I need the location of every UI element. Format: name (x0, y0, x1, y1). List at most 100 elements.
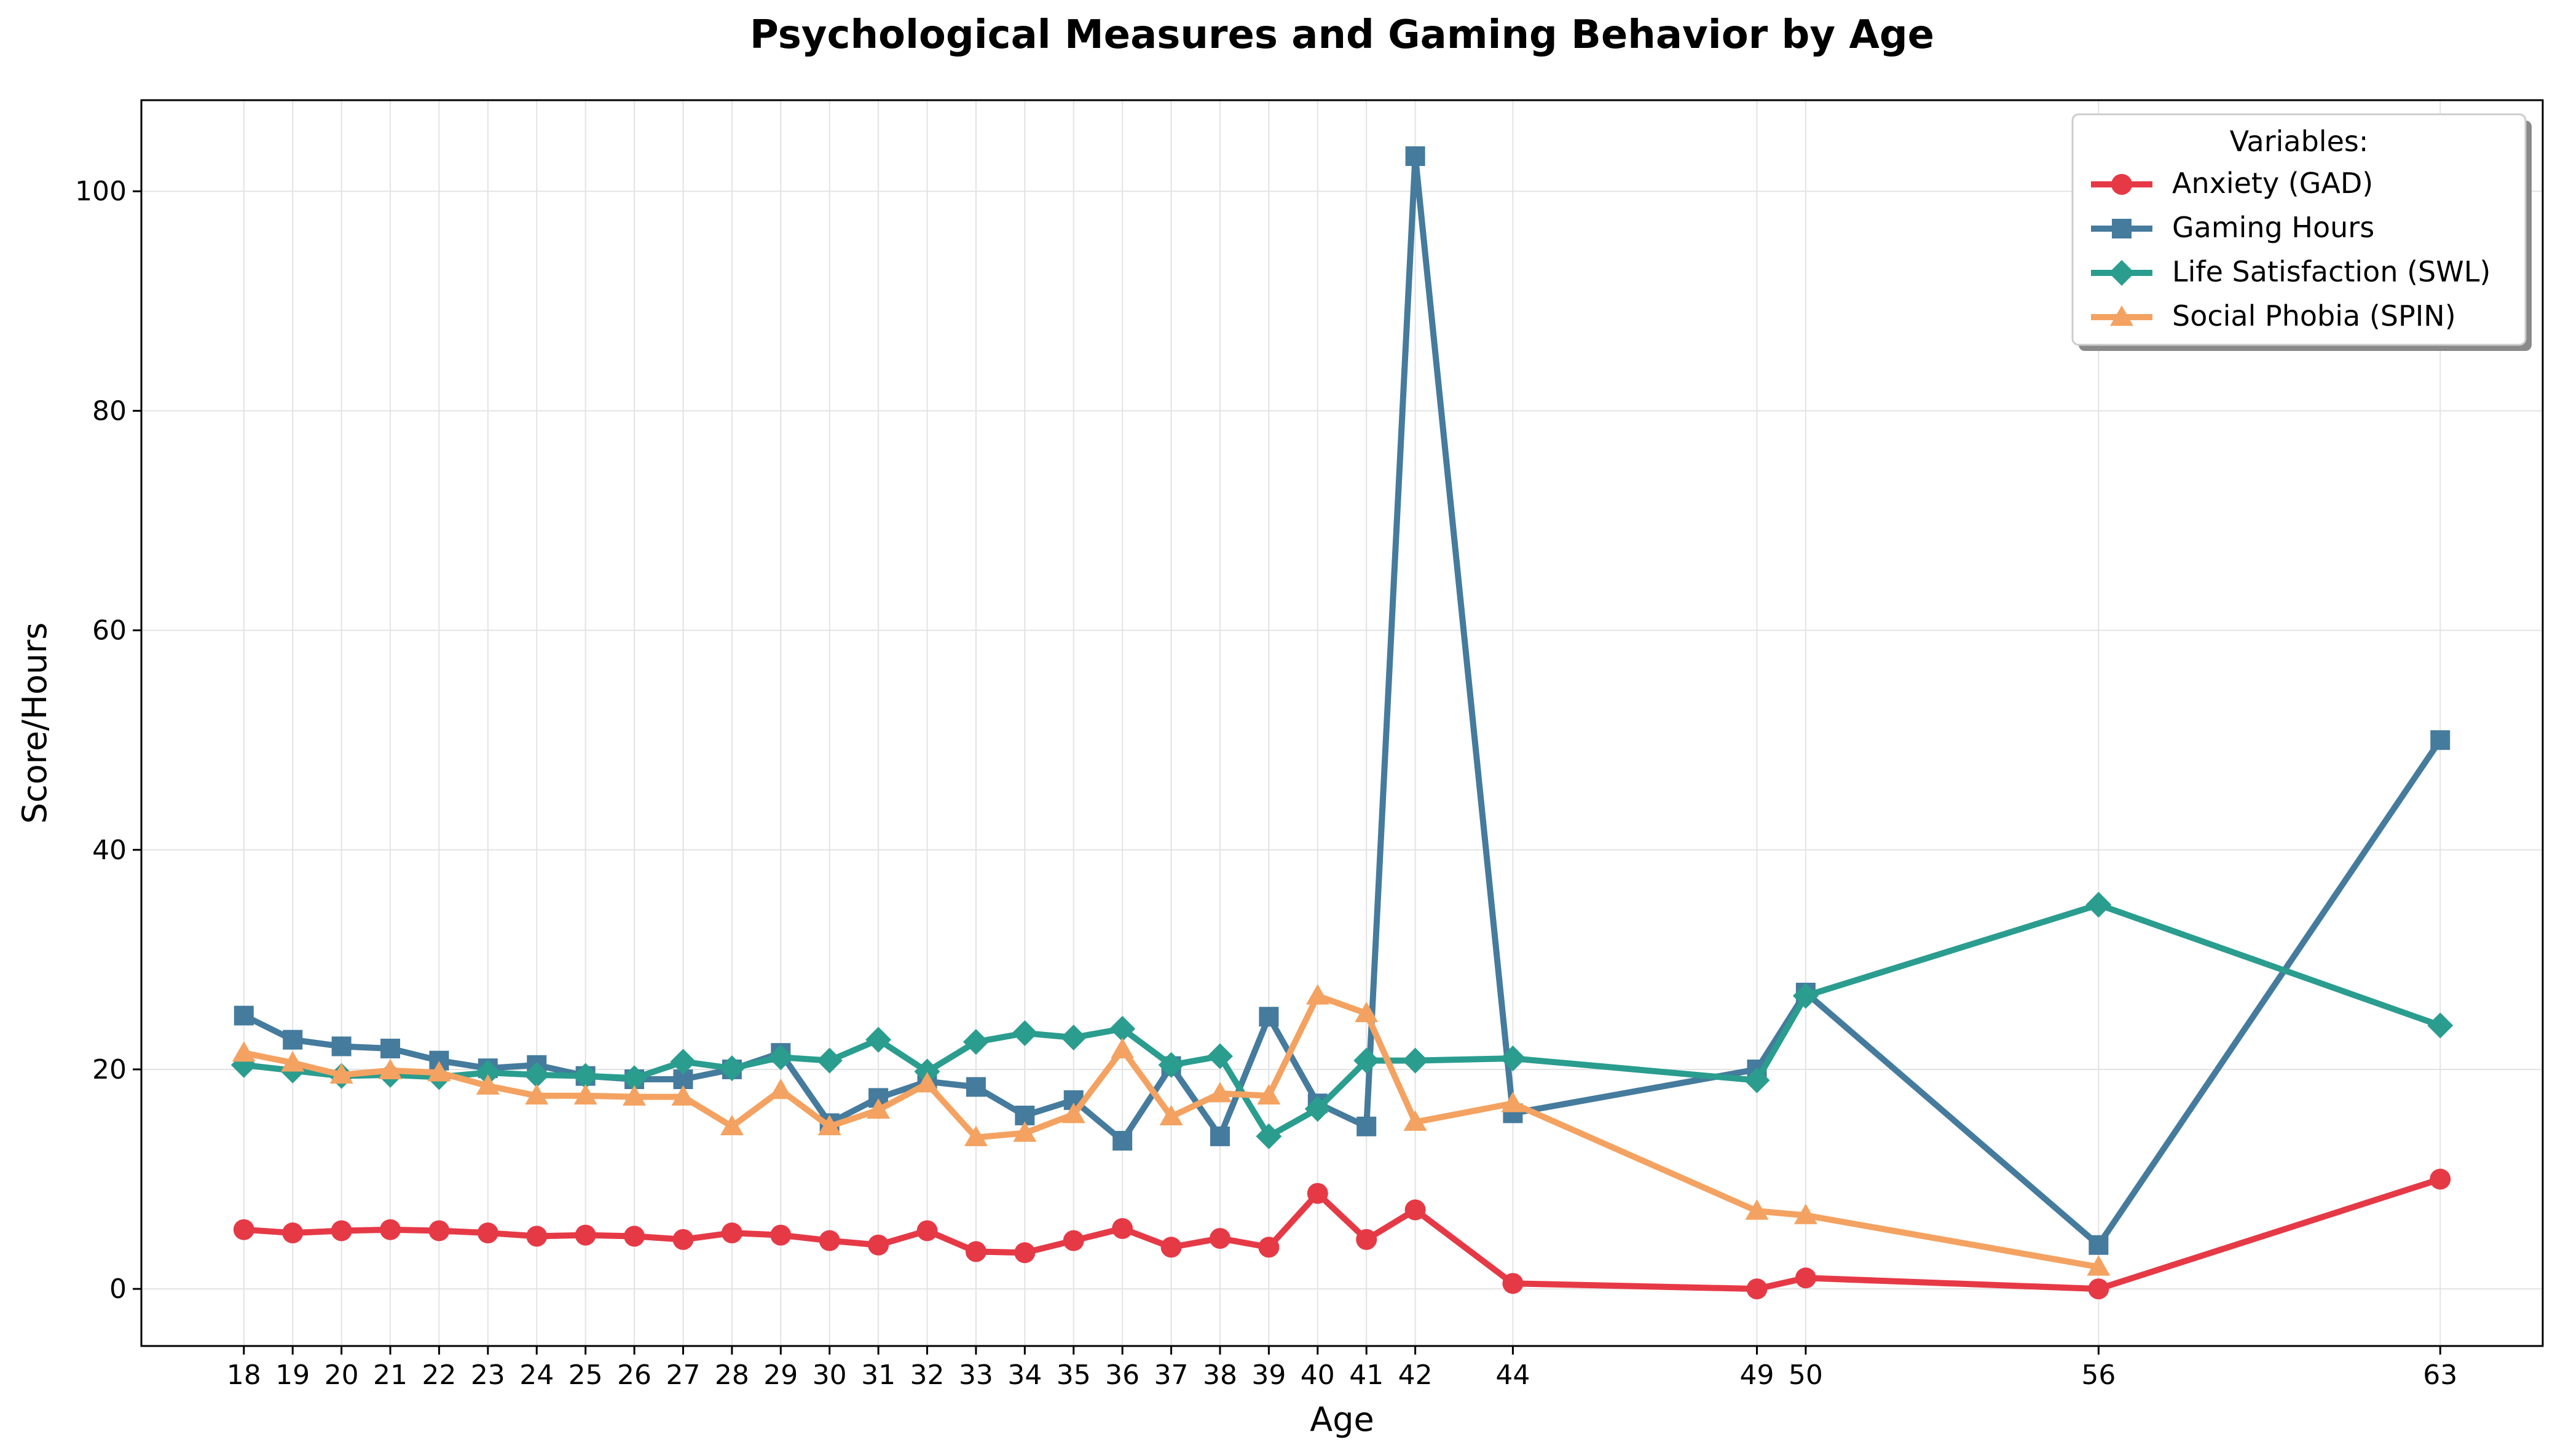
x-tick-label: 29 (763, 1360, 798, 1391)
x-tick-label: 41 (1349, 1360, 1384, 1391)
data-point (476, 1074, 500, 1095)
data-point (769, 1078, 793, 1100)
legend-swatch-marker (2111, 174, 2132, 195)
x-tick-label: 21 (373, 1360, 407, 1391)
data-point (1012, 1020, 1038, 1047)
y-axis-label: Score/Hours (15, 623, 54, 824)
data-point (525, 1084, 549, 1105)
data-point (819, 1230, 840, 1251)
data-point (2430, 1168, 2451, 1190)
data-point (1112, 1218, 1133, 1239)
data-point (1209, 1227, 1230, 1249)
data-point (2085, 892, 2112, 918)
data-point (1355, 1001, 1379, 1023)
data-point (477, 1222, 498, 1244)
x-tick-label: 33 (959, 1360, 993, 1391)
data-point (234, 1005, 254, 1026)
legend-swatch-marker (2110, 305, 2133, 326)
legend-item: Gaming Hours (2091, 211, 2374, 244)
data-point (281, 1051, 305, 1072)
y-tick-label: 60 (92, 615, 127, 647)
data-point (379, 1219, 401, 1240)
data-point (721, 1222, 742, 1244)
data-point (1744, 1067, 1770, 1093)
data-point (2088, 1278, 2109, 1300)
legend-label: Life Satisfaction (SWL) (2172, 255, 2490, 288)
data-point (770, 1224, 792, 1246)
series-0 (233, 1168, 2451, 1300)
series-2 (230, 892, 2454, 1149)
data-point (671, 1085, 695, 1106)
data-point (1256, 1123, 1282, 1149)
data-point (1158, 1052, 1184, 1078)
data-point (2430, 730, 2451, 750)
data-point (817, 1114, 841, 1136)
x-tick-label: 30 (813, 1360, 847, 1391)
data-point (868, 1234, 889, 1256)
x-tick-label: 20 (325, 1360, 359, 1391)
x-axis-label: Age (1310, 1400, 1374, 1439)
data-point (1402, 1047, 1428, 1074)
data-point (1304, 1096, 1331, 1122)
data-point (524, 1061, 550, 1088)
data-point (1405, 146, 1425, 167)
data-point (1257, 1084, 1281, 1105)
series-line (240, 1176, 2444, 1293)
x-tick-label: 28 (715, 1360, 749, 1391)
data-point (1013, 1121, 1037, 1142)
series-line (240, 902, 2444, 1139)
data-point (1210, 1126, 1230, 1146)
data-point (623, 1085, 647, 1106)
data-point (428, 1220, 450, 1242)
data-point (1746, 1278, 1768, 1300)
data-point (916, 1220, 938, 1242)
data-point (1160, 1237, 1182, 1258)
data-point (719, 1055, 745, 1082)
x-tick-label: 27 (666, 1360, 700, 1391)
series-3 (232, 984, 2111, 1276)
data-point (1207, 1043, 1233, 1069)
axes: 18 19 20 21 22 23 24 25 26 27 28 29 30 31 32 33 34 35 36 37… (75, 99, 2544, 1391)
data-point (1307, 1183, 1328, 1204)
legend-label: Gaming Hours (2172, 211, 2374, 244)
data-point (232, 1041, 256, 1062)
data-point (1014, 1242, 1036, 1264)
data-point (282, 1222, 304, 1244)
x-tick-label: 49 (1739, 1360, 1774, 1391)
x-tick-label: 40 (1301, 1360, 1335, 1391)
data-point (1063, 1230, 1084, 1251)
data-point (965, 1241, 986, 1262)
x-tick-label: 39 (1251, 1360, 1286, 1391)
data-point (331, 1220, 352, 1242)
data-point (1745, 1199, 1769, 1220)
x-tick-label: 24 (519, 1360, 554, 1391)
grid (141, 100, 2543, 1346)
data-point (283, 1029, 303, 1050)
y-tick-label: 80 (92, 395, 127, 427)
data-point (1109, 1015, 1136, 1042)
x-tick-label: 44 (1495, 1360, 1530, 1391)
legend-label: Anxiety (GAD) (2172, 167, 2373, 200)
data-point (2087, 1255, 2111, 1276)
data-point (380, 1039, 400, 1059)
data-point (1793, 1203, 1817, 1224)
data-point (624, 1226, 645, 1247)
legend: Variables: Anxiety (GAD) Gaming Hours Life… (2071, 113, 2532, 351)
legend-label: Social Phobia (SPIN) (2172, 299, 2456, 333)
data-point (329, 1063, 353, 1084)
data-point (1356, 1229, 1377, 1250)
series-layer (230, 146, 2454, 1300)
data-point (573, 1084, 597, 1105)
data-point (575, 1224, 596, 1246)
data-point (233, 1219, 254, 1240)
data-point (2427, 1012, 2454, 1039)
x-tick-label: 37 (1154, 1360, 1189, 1391)
data-point (1792, 983, 1819, 1009)
data-point (1305, 984, 1329, 1005)
data-point (1111, 1037, 1135, 1059)
x-tick-label: 36 (1105, 1360, 1140, 1391)
data-point (1500, 1045, 1526, 1072)
legend-item: Life Satisfaction (SWL) (2091, 255, 2490, 288)
data-point (963, 1029, 989, 1055)
